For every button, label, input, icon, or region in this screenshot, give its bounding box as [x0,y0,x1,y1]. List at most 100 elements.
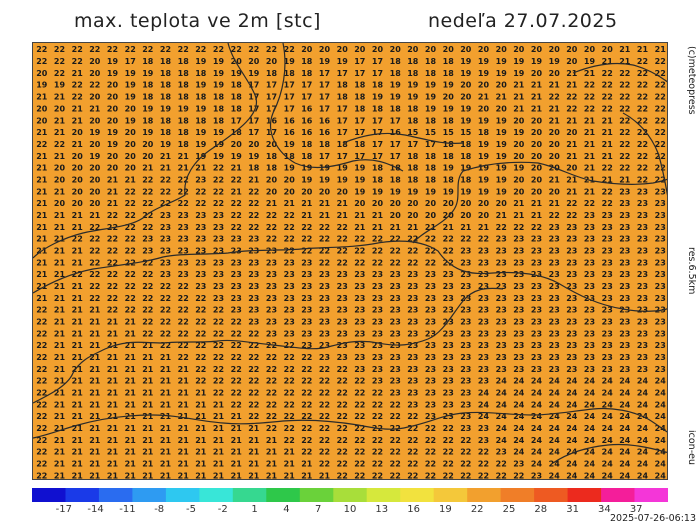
grid-value: 22 [337,258,348,267]
grid-value: 23 [584,318,595,327]
grid-value: 23 [531,341,542,350]
grid-value: 24 [637,400,649,409]
grid-value: 21 [72,140,84,149]
grid-value: 22 [460,235,471,244]
grid-value: 17 [425,140,436,149]
grid-value: 23 [602,306,613,315]
grid-value: 21 [213,460,225,469]
grid-value: 17 [372,57,383,66]
grid-value: 21 [54,270,66,279]
grid-value: 24 [584,389,596,398]
grid-value: 23 [425,341,436,350]
grid-value: 21 [142,365,154,374]
grid-value: 22 [337,365,348,374]
grid-value: 17 [372,128,383,137]
grid-value: 22 [390,235,401,244]
grid-value: 17 [337,69,348,78]
grid-value: 20 [142,140,154,149]
grid-value: 22 [584,81,595,90]
grid-value: 21 [36,270,48,279]
grid-value: 23 [407,318,418,327]
grid-value: 22 [319,412,330,421]
grid-value: 22 [72,93,83,102]
grid-value: 16 [284,116,296,125]
grid-value: 16 [301,128,313,137]
grid-value: 22 [248,377,259,386]
grid-value: 23 [637,318,648,327]
grid-value: 22 [443,460,454,469]
grid-value: 23 [284,318,295,327]
grid-value: 20 [390,45,402,54]
grid-value: 18 [266,69,278,78]
grid-value: 21 [54,471,66,480]
grid-value: 23 [637,211,648,220]
grid-value: 23 [213,247,224,256]
grid-value: 20 [125,128,137,137]
contour-line [552,443,667,464]
legend-swatch [366,488,401,502]
grid-value: 23 [655,199,666,208]
grid-value: 22 [319,460,330,469]
grid-value: 21 [36,211,48,220]
grid-value: 22 [213,306,224,315]
grid-value: 23 [443,353,454,362]
grid-value: 18 [248,164,260,173]
grid-value: 23 [460,400,471,409]
grid-value: 22 [655,116,666,125]
grid-value: 23 [566,294,577,303]
grid-value: 23 [584,329,595,338]
grid-value: 23 [619,187,630,196]
grid-value: 21 [496,211,508,220]
grid-value: 23 [655,353,666,362]
grid-value: 23 [301,282,312,291]
grid-value: 22 [231,329,242,338]
grid-value: 19 [407,93,419,102]
grid-value: 20 [107,164,119,173]
grid-value: 19 [213,81,225,90]
grid-value: 21 [36,93,48,102]
grid-value: 19 [178,104,190,113]
grid-value: 20 [72,187,84,196]
grid-value: 17 [354,128,365,137]
grid-value: 21 [566,69,578,78]
grid-value: 20 [89,164,101,173]
grid-value: 21 [566,187,578,196]
grid-value: 23 [513,306,524,315]
grid-value: 22 [566,93,577,102]
grid-value: 18 [407,175,419,184]
grid-value: 22 [319,448,330,457]
grid-value: 22 [36,353,47,362]
grid-value: 22 [301,365,312,374]
grid-value: 20 [372,199,384,208]
grid-value: 19 [125,93,137,102]
grid-value: 22 [619,93,630,102]
grid-value: 21 [89,412,101,421]
grid-value: 22 [36,365,47,374]
grid-value: 22 [372,247,383,256]
grid-value: 20 [443,199,455,208]
grid-value: 21 [602,175,614,184]
grid-value: 22 [266,353,277,362]
grid-value: 22 [337,247,348,256]
grid-value: 23 [443,282,454,291]
legend-tick-label: 25 [502,504,516,515]
grid-value: 21 [160,164,172,173]
grid-value: 21 [54,93,66,102]
grid-value: 21 [72,412,84,421]
grid-value: 22 [337,412,348,421]
grid-value: 22 [142,294,153,303]
grid-value: 20 [478,104,490,113]
grid-value: 18 [478,128,490,137]
grid-value: 24 [496,424,508,433]
grid-value: 18 [231,104,243,113]
grid-value: 21 [602,57,614,66]
grid-value: 20 [513,152,525,161]
grid-value: 22 [354,412,365,421]
grid-value: 22 [231,45,242,54]
grid-value: 21 [142,448,154,457]
grid-value: 23 [407,377,418,386]
grid-value: 21 [107,318,119,327]
grid-value: 23 [513,341,524,350]
grid-value: 15 [460,128,472,137]
grid-value: 24 [637,460,649,469]
